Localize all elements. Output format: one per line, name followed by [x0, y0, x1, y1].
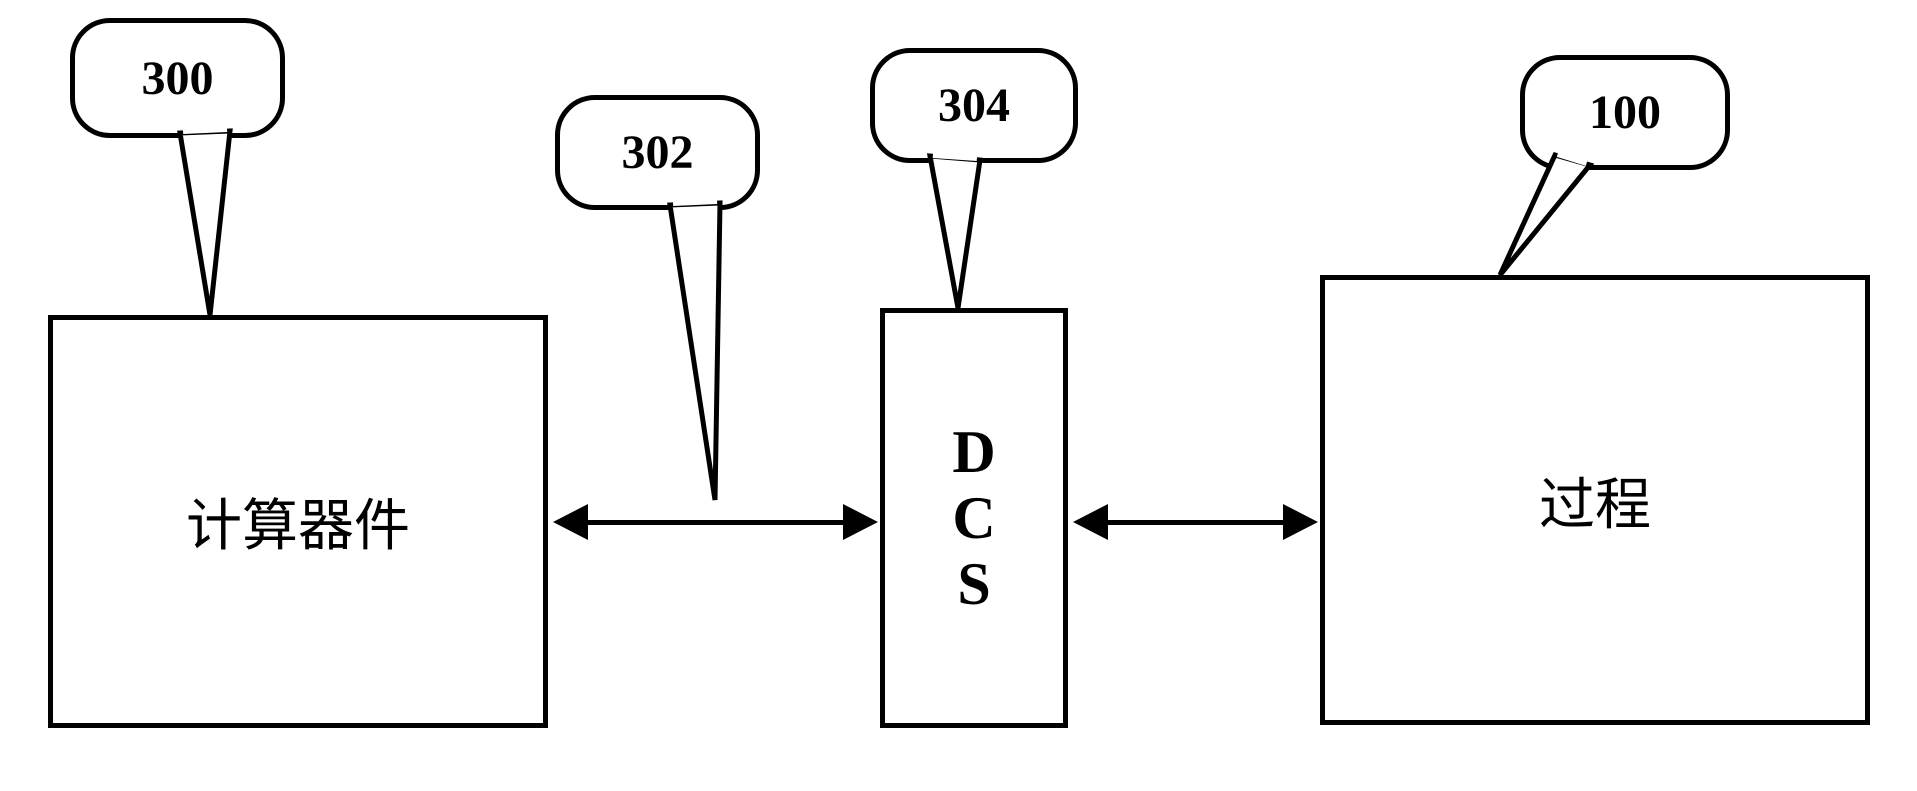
arrow-2-line [1103, 520, 1288, 525]
callout-304: 304 [870, 48, 1078, 163]
node-process: 过程 [1320, 275, 1870, 725]
node-dcs-label: DCS [952, 419, 995, 617]
callout-100: 100 [1520, 55, 1730, 170]
callout-100-tail [1460, 55, 1760, 305]
node-computing-device: 计算器件 [48, 315, 548, 728]
callout-302-tail [555, 95, 855, 525]
callout-300: 300 [70, 18, 285, 138]
callout-302: 302 [555, 95, 760, 210]
callout-300-tail [70, 18, 370, 348]
callout-304-tail [870, 48, 1170, 328]
node-dcs: DCS [880, 308, 1068, 728]
node-computing-device-label: 计算器件 [186, 481, 410, 562]
arrow-2-head-right [1283, 504, 1318, 540]
node-process-label: 过程 [1539, 460, 1651, 541]
